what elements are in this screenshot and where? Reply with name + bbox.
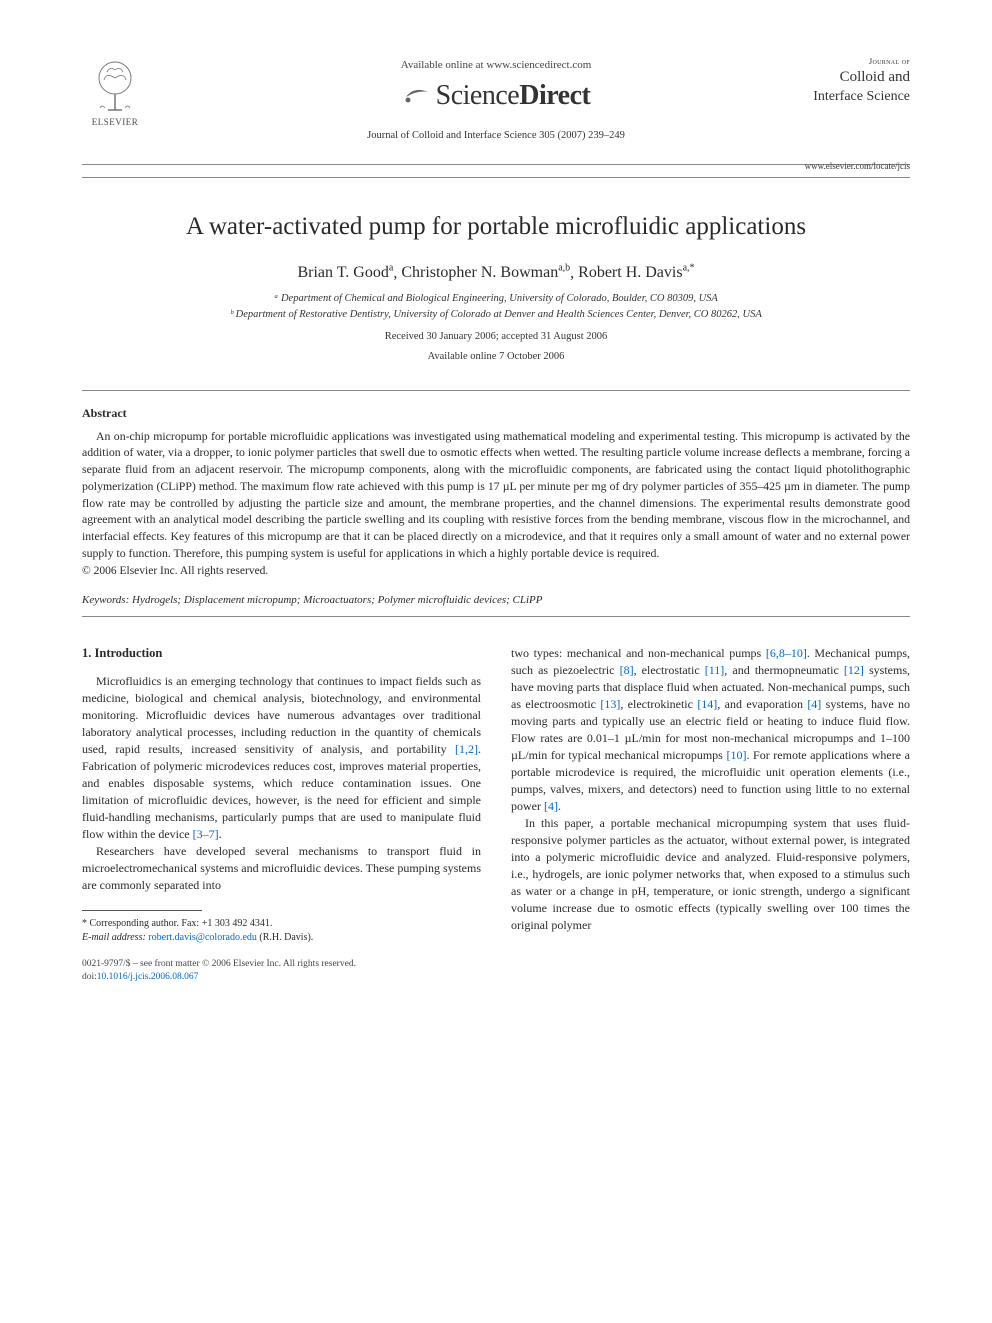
abstract-label: Abstract (82, 405, 910, 421)
ref-link-4b[interactable]: [4] (544, 799, 558, 813)
keywords-line: Keywords: Hydrogels; Displacement microp… (82, 593, 910, 608)
page-header: ELSEVIER Available online at www.science… (82, 56, 910, 156)
email-link[interactable]: robert.davis@colorado.edu (148, 932, 257, 943)
intro-p1: Microfluidics is an emerging technology … (82, 673, 481, 843)
footnote-divider (82, 910, 202, 911)
author-3: Robert H. Davisa,* (578, 264, 694, 281)
journal-name-line2: Interface Science (792, 88, 910, 107)
bottom-meta: 0021-9797/$ – see front matter © 2006 El… (82, 958, 910, 984)
journal-name-box: Journal of Colloid and Interface Science (770, 56, 910, 107)
ref-link-12[interactable]: [12] (844, 663, 864, 677)
header-rule-bottom (82, 177, 910, 178)
keywords-label: Keywords: (82, 594, 129, 606)
abstract-rule-bottom (82, 616, 910, 617)
keywords-text: Hydrogels; Displacement micropump; Micro… (129, 594, 542, 606)
ref-link-10[interactable]: [10] (726, 748, 746, 762)
body-columns: 1. Introduction Microfluidics is an emer… (82, 645, 910, 944)
available-online-date: Available online 7 October 2006 (82, 350, 910, 364)
email-label: E-mail address: (82, 932, 146, 943)
abstract-copyright: © 2006 Elsevier Inc. All rights reserved… (82, 564, 910, 580)
col2-p1: two types: mechanical and non-mechanical… (511, 645, 910, 815)
affiliation-b: ᵇ Department of Restorative Dentistry, U… (82, 308, 910, 322)
sd-swoosh-icon (402, 84, 432, 110)
ref-link-14[interactable]: [14] (697, 697, 717, 711)
received-accepted-dates: Received 30 January 2006; accepted 31 Au… (82, 330, 910, 344)
abstract-paragraph: An on-chip micropump for portable microf… (82, 428, 910, 562)
ref-link-13[interactable]: [13] (600, 697, 620, 711)
article-title: A water-activated pump for portable micr… (82, 210, 910, 244)
col2-p2: In this paper, a portable mechanical mic… (511, 815, 910, 934)
ref-link-8[interactable]: [8] (620, 663, 634, 677)
corresponding-email-line: E-mail address: robert.davis@colorado.ed… (82, 931, 481, 945)
column-right: two types: mechanical and non-mechanical… (511, 645, 910, 944)
author-2: Christopher N. Bowmana,b (401, 264, 570, 281)
ref-link-6-8-10[interactable]: [6,8–10] (766, 646, 807, 660)
ref-link-4a[interactable]: [4] (807, 697, 821, 711)
column-left: 1. Introduction Microfluidics is an emer… (82, 645, 481, 944)
intro-heading: 1. Introduction (82, 645, 481, 663)
corresponding-author-note: * Corresponding author. Fax: +1 303 492 … (82, 917, 481, 944)
ref-link-3-7[interactable]: [3–7] (193, 827, 219, 841)
ref-link-11[interactable]: [11] (705, 663, 725, 677)
issn-front-matter: 0021-9797/$ – see front matter © 2006 El… (82, 958, 910, 971)
sd-logo-bold: Direct (519, 80, 590, 111)
elsevier-locate-link[interactable]: www.elsevier.com/locate/jcis (805, 160, 910, 172)
corresponding-fax: * Corresponding author. Fax: +1 303 492 … (82, 917, 481, 931)
elsevier-label: ELSEVIER (82, 116, 148, 128)
elsevier-tree-icon (90, 60, 140, 114)
intro-p2: Researchers have developed several mecha… (82, 843, 481, 894)
ref-link-1-2[interactable]: [1,2] (455, 742, 478, 756)
sd-logo-light: Science (436, 80, 520, 111)
journal-of-label: Journal of (770, 56, 910, 67)
doi-line: doi:10.1016/j.jcis.2006.08.067 (82, 971, 910, 984)
authors-line: Brian T. Gooda, Christopher N. Bowmana,b… (82, 262, 910, 284)
journal-reference: Journal of Colloid and Interface Science… (82, 129, 910, 143)
abstract-body: An on-chip micropump for portable microf… (82, 428, 910, 562)
elsevier-logo: ELSEVIER (82, 60, 148, 128)
email-suffix: (R.H. Davis). (257, 932, 313, 943)
author-1: Brian T. Gooda (297, 264, 393, 281)
abstract-rule-top (82, 390, 910, 391)
doi-link[interactable]: 10.1016/j.jcis.2006.08.067 (97, 972, 199, 982)
affiliation-a: ᵃ Department of Chemical and Biological … (82, 292, 910, 306)
journal-name-line1: Colloid and (770, 67, 910, 87)
